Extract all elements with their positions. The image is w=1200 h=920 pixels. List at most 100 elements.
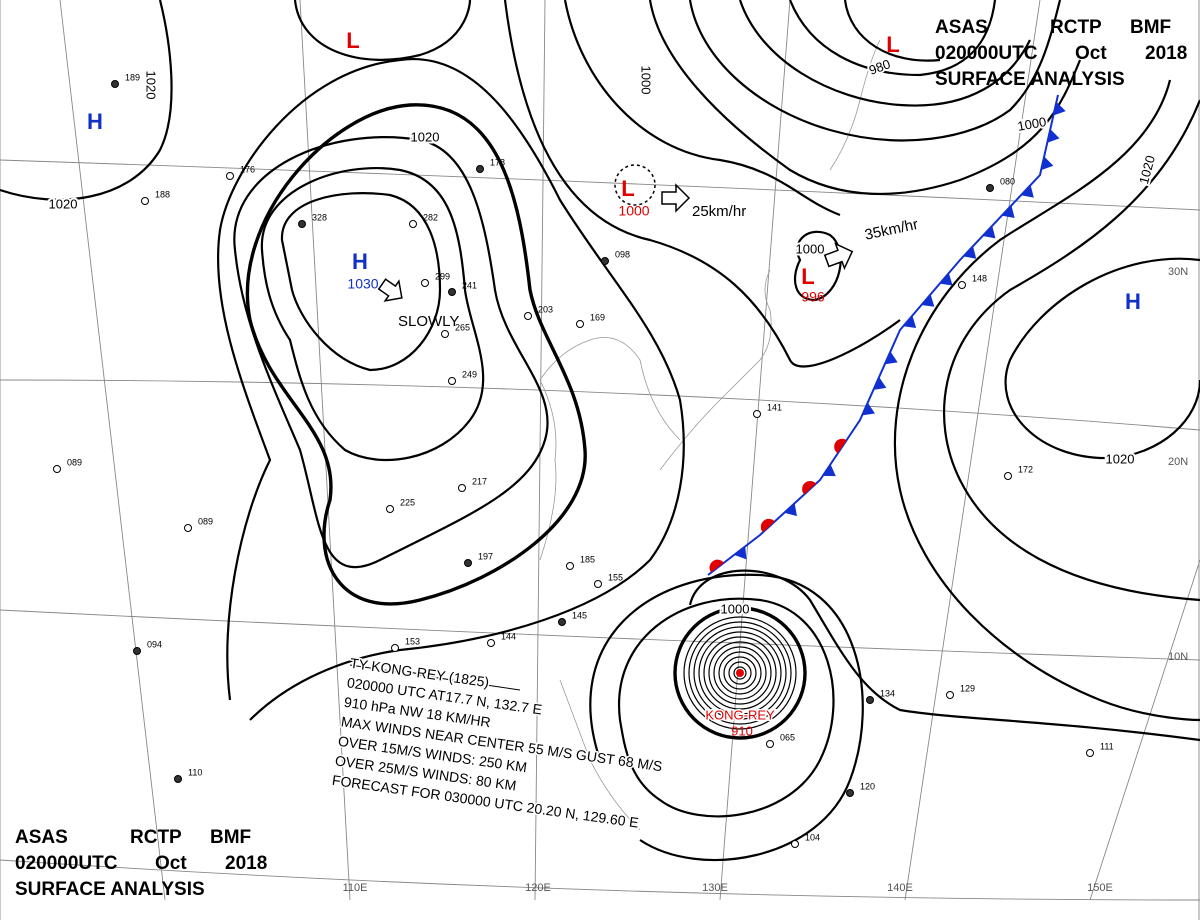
isobar-label: 1020 — [144, 71, 159, 100]
station-marker — [111, 80, 119, 88]
station-pressure: 144 — [501, 631, 516, 641]
isobar — [293, 0, 472, 61]
station-marker — [791, 840, 799, 848]
header-code: RCTP — [130, 827, 182, 848]
typhoon-rings — [683, 616, 797, 730]
header-time: 020000UTC — [15, 853, 118, 874]
station-pressure: 225 — [400, 497, 415, 507]
station-pressure: 080 — [1000, 176, 1015, 186]
cold-symbol — [921, 294, 935, 307]
header-time: 2018 — [225, 853, 267, 874]
station-pressure: 111 — [1100, 741, 1114, 751]
isobar — [688, 0, 1062, 142]
isobar-label: 1020 — [49, 196, 78, 211]
center-symbol: L — [801, 264, 814, 289]
isobar — [943, 99, 1200, 602]
station-pressure: 134 — [880, 688, 895, 698]
header-title: SURFACE ANALYSIS — [935, 69, 1125, 90]
motion-arrows — [377, 164, 854, 302]
isobar — [673, 606, 807, 740]
station-pressure: 155 — [608, 572, 623, 582]
station-pressure: 299 — [435, 271, 450, 281]
parallel — [0, 609, 1200, 661]
header-code: ASAS — [15, 827, 68, 848]
isobar-label: 1000 — [1016, 114, 1047, 134]
cold-symbol — [963, 246, 977, 259]
front — [707, 94, 1066, 576]
isobar — [648, 0, 1082, 196]
cold-symbol — [822, 464, 836, 477]
station-marker — [476, 165, 484, 173]
station-pressure: 282 — [423, 212, 438, 222]
station-marker — [441, 330, 449, 338]
station-pressure: 197 — [478, 551, 493, 561]
typhoon-ring — [703, 636, 777, 710]
coastlines — [539, 39, 881, 831]
low-forecast-circle — [614, 164, 656, 206]
isobar-label: 1000 — [639, 66, 654, 95]
station-marker — [386, 505, 394, 513]
typhoon-ring — [728, 661, 752, 685]
station-marker — [558, 618, 566, 626]
motion-arrow — [823, 242, 854, 271]
typhoon-ring — [708, 641, 772, 705]
isobar — [563, 0, 841, 217]
motion-label: SLOWLY — [398, 313, 459, 330]
station-pressure: 089 — [67, 457, 82, 467]
isobar — [1004, 257, 1200, 460]
center-pressure: 1000 — [618, 203, 649, 219]
header-time: Oct — [155, 853, 187, 874]
station-marker — [958, 281, 966, 289]
isobar — [245, 103, 587, 606]
isobar — [503, 0, 901, 368]
station-pressure: 129 — [960, 683, 975, 693]
typhoon-ring — [693, 626, 787, 720]
station-pressure: 188 — [155, 189, 170, 199]
station-marker — [487, 639, 495, 647]
latitude-label: 20N — [1168, 456, 1188, 468]
parallel — [0, 159, 1200, 211]
station-marker — [298, 220, 306, 228]
station-pressure: 145 — [572, 610, 587, 620]
typhoon-ring — [683, 616, 797, 730]
warm-symbol — [834, 438, 847, 454]
cold-symbol — [1001, 205, 1015, 219]
station-marker — [133, 647, 141, 655]
station-marker — [448, 288, 456, 296]
station-pressure: 328 — [312, 212, 327, 222]
station-marker — [421, 279, 429, 287]
station-pressure: 098 — [615, 249, 630, 259]
meridian — [719, 0, 791, 901]
underline — [349, 664, 521, 691]
station-pressure: 241 — [462, 280, 477, 290]
typhoon-ring — [733, 666, 747, 680]
isobars — [0, 0, 1200, 862]
station-marker — [409, 220, 417, 228]
cold-symbol — [1053, 101, 1066, 116]
header-code: BMF — [210, 827, 251, 848]
typhoon-name: KONG-REY — [705, 707, 775, 722]
station-marker — [184, 524, 192, 532]
station-marker — [1086, 749, 1094, 757]
header-code: BMF — [1130, 17, 1171, 38]
coast — [829, 39, 881, 171]
parallel — [0, 379, 1200, 431]
station-marker — [174, 775, 182, 783]
cold-symbol — [1020, 184, 1034, 198]
isobar — [0, 0, 173, 201]
typhoon-ring — [698, 631, 782, 715]
station-marker — [766, 740, 774, 748]
station-marker — [464, 559, 472, 567]
isobar — [688, 569, 1200, 742]
header-time: 020000UTC — [935, 43, 1038, 64]
isobar — [216, 57, 685, 721]
station-pressure: 120 — [860, 781, 875, 791]
isobar — [788, 0, 997, 77]
cold-symbol — [939, 273, 953, 286]
isobar — [280, 192, 442, 372]
cold-symbol — [1047, 129, 1060, 143]
longitude-label: 130E — [702, 882, 728, 894]
